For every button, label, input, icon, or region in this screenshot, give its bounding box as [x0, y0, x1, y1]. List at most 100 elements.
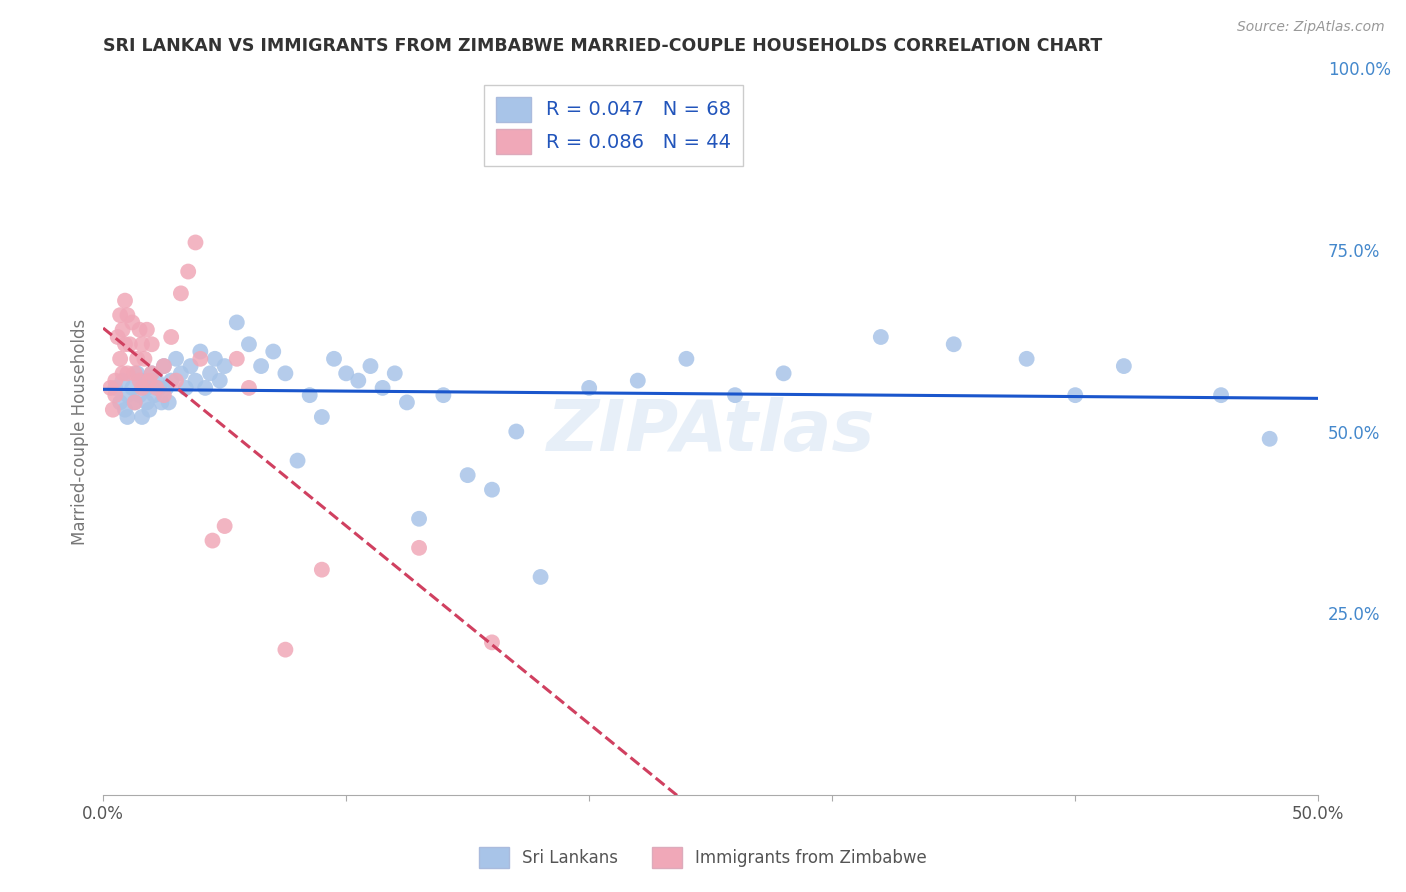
Text: ZIPAtlas: ZIPAtlas	[547, 397, 875, 466]
Point	[395, 395, 418, 409]
Point	[128, 374, 150, 388]
Text: SRI LANKAN VS IMMIGRANTS FROM ZIMBABWE MARRIED-COUPLE HOUSEHOLDS CORRELATION CHA: SRI LANKAN VS IMMIGRANTS FROM ZIMBABWE M…	[103, 37, 1102, 55]
Point	[108, 308, 131, 322]
Point	[772, 367, 794, 381]
Point	[104, 388, 127, 402]
Point	[104, 374, 127, 388]
Point	[347, 374, 370, 388]
Point	[100, 381, 122, 395]
Point	[184, 235, 207, 250]
Point	[114, 293, 136, 308]
Point	[111, 323, 134, 337]
Point	[165, 351, 187, 366]
Point	[675, 351, 697, 366]
Point	[274, 367, 297, 381]
Point	[148, 381, 170, 395]
Point	[529, 570, 551, 584]
Point	[170, 286, 193, 301]
Point	[214, 359, 236, 373]
Point	[107, 330, 129, 344]
Point	[238, 337, 260, 351]
Point	[124, 395, 146, 409]
Point	[131, 409, 153, 424]
Point	[117, 308, 139, 322]
Y-axis label: Married-couple Households: Married-couple Households	[72, 318, 89, 545]
Point	[145, 381, 167, 395]
Point	[184, 374, 207, 388]
Point	[1209, 388, 1232, 402]
Point	[869, 330, 891, 344]
Point	[274, 642, 297, 657]
Point	[371, 381, 394, 395]
Point	[150, 395, 173, 409]
Point	[384, 367, 406, 381]
Point	[627, 374, 650, 388]
Point	[724, 388, 747, 402]
Point	[174, 381, 197, 395]
Point	[481, 635, 503, 649]
Point	[578, 381, 600, 395]
Point	[225, 315, 247, 329]
Point	[432, 388, 454, 402]
Point	[135, 381, 157, 395]
Point	[323, 351, 346, 366]
Point	[131, 381, 153, 395]
Point	[145, 374, 167, 388]
Point	[121, 315, 143, 329]
Point	[141, 337, 163, 351]
Point	[408, 512, 430, 526]
Point	[359, 359, 381, 373]
Point	[111, 367, 134, 381]
Point	[127, 367, 149, 381]
Point	[143, 388, 166, 402]
Point	[118, 337, 141, 351]
Point	[225, 351, 247, 366]
Point	[262, 344, 284, 359]
Point	[117, 388, 139, 402]
Point	[131, 337, 153, 351]
Point	[117, 367, 139, 381]
Point	[127, 351, 149, 366]
Point	[201, 533, 224, 548]
Point	[238, 381, 260, 395]
Point	[457, 468, 479, 483]
Point	[128, 323, 150, 337]
Point	[298, 388, 321, 402]
Point	[128, 388, 150, 402]
Point	[104, 381, 127, 395]
Point	[135, 323, 157, 337]
Point	[165, 374, 187, 388]
Point	[188, 351, 211, 366]
Point	[198, 367, 221, 381]
Point	[214, 519, 236, 533]
Point	[942, 337, 965, 351]
Point	[1064, 388, 1087, 402]
Point	[1015, 351, 1038, 366]
Point	[108, 395, 131, 409]
Point	[138, 402, 160, 417]
Point	[157, 395, 180, 409]
Point	[108, 351, 131, 366]
Point	[170, 367, 193, 381]
Point	[311, 563, 333, 577]
Point	[1258, 432, 1281, 446]
Point	[141, 367, 163, 381]
Point	[138, 374, 160, 388]
Point	[153, 359, 176, 373]
Point	[481, 483, 503, 497]
Point	[208, 374, 231, 388]
Point	[135, 395, 157, 409]
Point	[250, 359, 273, 373]
Point	[160, 374, 183, 388]
Point	[124, 367, 146, 381]
Legend: R = 0.047   N = 68, R = 0.086   N = 44: R = 0.047 N = 68, R = 0.086 N = 44	[484, 85, 742, 166]
Point	[505, 425, 527, 439]
Point	[114, 337, 136, 351]
Point	[134, 374, 156, 388]
Point	[204, 351, 226, 366]
Point	[194, 381, 217, 395]
Point	[124, 395, 146, 409]
Point	[311, 409, 333, 424]
Point	[101, 402, 124, 417]
Point	[155, 381, 177, 395]
